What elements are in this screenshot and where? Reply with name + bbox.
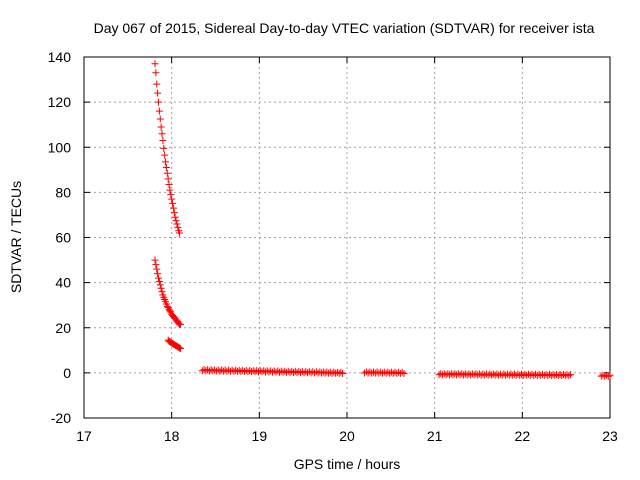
data-point: [174, 223, 182, 231]
data-point: [158, 288, 166, 296]
data-point: [152, 69, 160, 77]
x-tick-label: 21: [427, 428, 443, 444]
data-point: [157, 284, 165, 292]
grid-lines: [84, 57, 610, 418]
data-point: [171, 213, 179, 221]
x-tick-label: 22: [515, 428, 531, 444]
x-tick-label: 17: [76, 428, 92, 444]
data-point: [151, 60, 159, 68]
data-point: [606, 371, 614, 379]
data-point: [166, 307, 174, 315]
data-point: [169, 200, 177, 208]
data-point: [604, 372, 612, 380]
data-point: [151, 256, 159, 264]
data-point: [161, 151, 169, 159]
data-point: [169, 204, 177, 212]
chart-title: Day 067 of 2015, Sidereal Day-to-day VTE…: [94, 20, 595, 36]
data-point: [165, 180, 173, 188]
data-points: [151, 60, 614, 380]
axis-ticks: 17 18 19 20 21 22 23 -20 0 20 40 60 80 100 120 140: [48, 49, 618, 444]
x-tick-label: 18: [164, 428, 180, 444]
y-tick-label: 20: [55, 320, 71, 336]
data-point: [153, 80, 161, 88]
y-axis-label: SDTVAR / TECUs: [8, 181, 24, 293]
x-tick-label: 20: [339, 428, 355, 444]
data-point: [156, 281, 164, 289]
data-point: [162, 158, 170, 166]
data-point: [175, 319, 183, 327]
data-point: [176, 320, 184, 328]
data-point: [398, 368, 406, 376]
data-point: [167, 191, 175, 199]
data-point: [156, 115, 164, 123]
data-point: [170, 209, 178, 217]
y-tick-label: 140: [48, 49, 72, 65]
x-tick-label: 19: [252, 428, 268, 444]
y-tick-label: 120: [48, 94, 72, 110]
y-tick-label: -20: [51, 410, 71, 426]
data-point: [155, 277, 163, 285]
data-point: [176, 229, 184, 237]
y-tick-label: 40: [55, 275, 71, 291]
data-point: [160, 144, 168, 152]
data-point: [172, 217, 180, 225]
y-tick-label: 80: [55, 184, 71, 200]
data-point: [153, 265, 161, 273]
data-point: [565, 372, 573, 380]
data-point: [339, 369, 347, 377]
data-point: [155, 274, 163, 282]
y-tick-label: 0: [63, 365, 71, 381]
data-point: [157, 123, 165, 131]
data-point: [337, 368, 345, 376]
data-point: [155, 98, 163, 106]
data-point: [163, 302, 171, 310]
data-point: [154, 270, 162, 278]
data-point: [166, 186, 174, 194]
x-tick-label: 23: [602, 428, 618, 444]
data-point: [159, 136, 167, 144]
y-tick-label: 100: [48, 139, 72, 155]
data-point: [158, 130, 166, 138]
data-point: [154, 89, 162, 97]
data-point: [152, 261, 160, 269]
data-point: [175, 343, 183, 351]
data-point: [164, 175, 172, 183]
data-point: [168, 195, 176, 203]
y-tick-label: 60: [55, 230, 71, 246]
data-point: [400, 369, 408, 377]
data-point: [567, 371, 575, 379]
data-point: [176, 345, 184, 353]
data-point: [163, 169, 171, 177]
x-axis-label: GPS time / hours: [294, 456, 401, 472]
data-point: [155, 107, 163, 115]
data-point: [173, 220, 181, 228]
data-point: [162, 164, 170, 172]
